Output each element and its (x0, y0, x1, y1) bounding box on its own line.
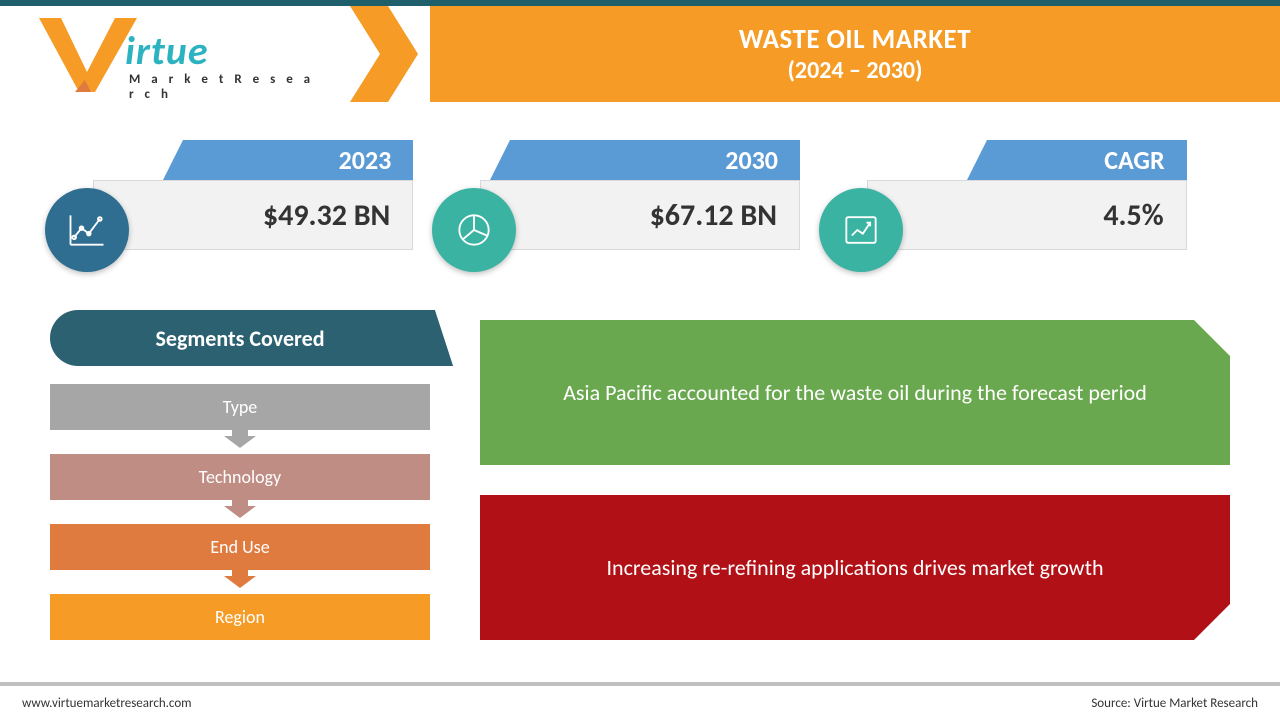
chevron-down-icon (50, 430, 430, 454)
footer: www.virtuemarketresearch.com Source: Vir… (0, 686, 1280, 720)
segment-item-type: Type (50, 384, 430, 430)
lower-section: Segments Covered Type Technology End Use… (0, 310, 1280, 680)
line-chart-icon (45, 188, 129, 272)
logo-area: irtue M a r k e t R e s e a r c h (0, 6, 360, 102)
logo-brand-text: irtue (125, 26, 209, 75)
segments-column: Segments Covered Type Technology End Use… (50, 310, 430, 680)
callouts-column: Asia Pacific accounted for the waste oil… (480, 310, 1230, 680)
segment-item-enduse: End Use (50, 524, 430, 570)
callout-driver: Increasing re-refining applications driv… (480, 495, 1230, 640)
callout-text: Asia Pacific accounted for the waste oil… (563, 379, 1147, 406)
stat-label: CAGR (987, 140, 1187, 180)
stats-row: 2023 $49.32 BN 2030 $67.12 BN CAGR 4.5% (0, 140, 1280, 290)
virtue-logo: irtue M a r k e t R e s e a r c h (35, 10, 325, 98)
chevron-down-icon (50, 500, 430, 524)
stat-value: $49.32 BN (93, 180, 413, 250)
footer-source: Source: Virtue Market Research (1091, 696, 1258, 711)
pie-chart-icon (432, 188, 516, 272)
header-chevron (360, 6, 430, 102)
title-bar: WASTE OIL MARKET (2024 – 2030) (430, 6, 1280, 102)
segment-item-technology: Technology (50, 454, 430, 500)
growth-chart-icon (819, 188, 903, 272)
segment-item-region: Region (50, 594, 430, 640)
corner-notch (1194, 604, 1230, 640)
callout-text: Increasing re-refining applications driv… (607, 554, 1104, 581)
footer-url: www.virtuemarketresearch.com (22, 696, 192, 711)
corner-notch (1194, 320, 1230, 356)
chevron-right-icon (350, 6, 430, 102)
logo-tagline: M a r k e t R e s e a r c h (129, 72, 325, 102)
title-line2: (2024 – 2030) (787, 56, 922, 85)
segments-header: Segments Covered (50, 310, 430, 366)
chevron-down-icon (50, 570, 430, 594)
stat-label: 2023 (183, 140, 413, 180)
segments-list: Type Technology End Use Region (50, 384, 430, 640)
stat-label: 2030 (510, 140, 800, 180)
title-line1: WASTE OIL MARKET (739, 23, 971, 56)
header-row: irtue M a r k e t R e s e a r c h WASTE … (0, 6, 1280, 102)
stat-value: $67.12 BN (480, 180, 800, 250)
callout-region: Asia Pacific accounted for the waste oil… (480, 320, 1230, 465)
stat-value: 4.5% (867, 180, 1187, 250)
